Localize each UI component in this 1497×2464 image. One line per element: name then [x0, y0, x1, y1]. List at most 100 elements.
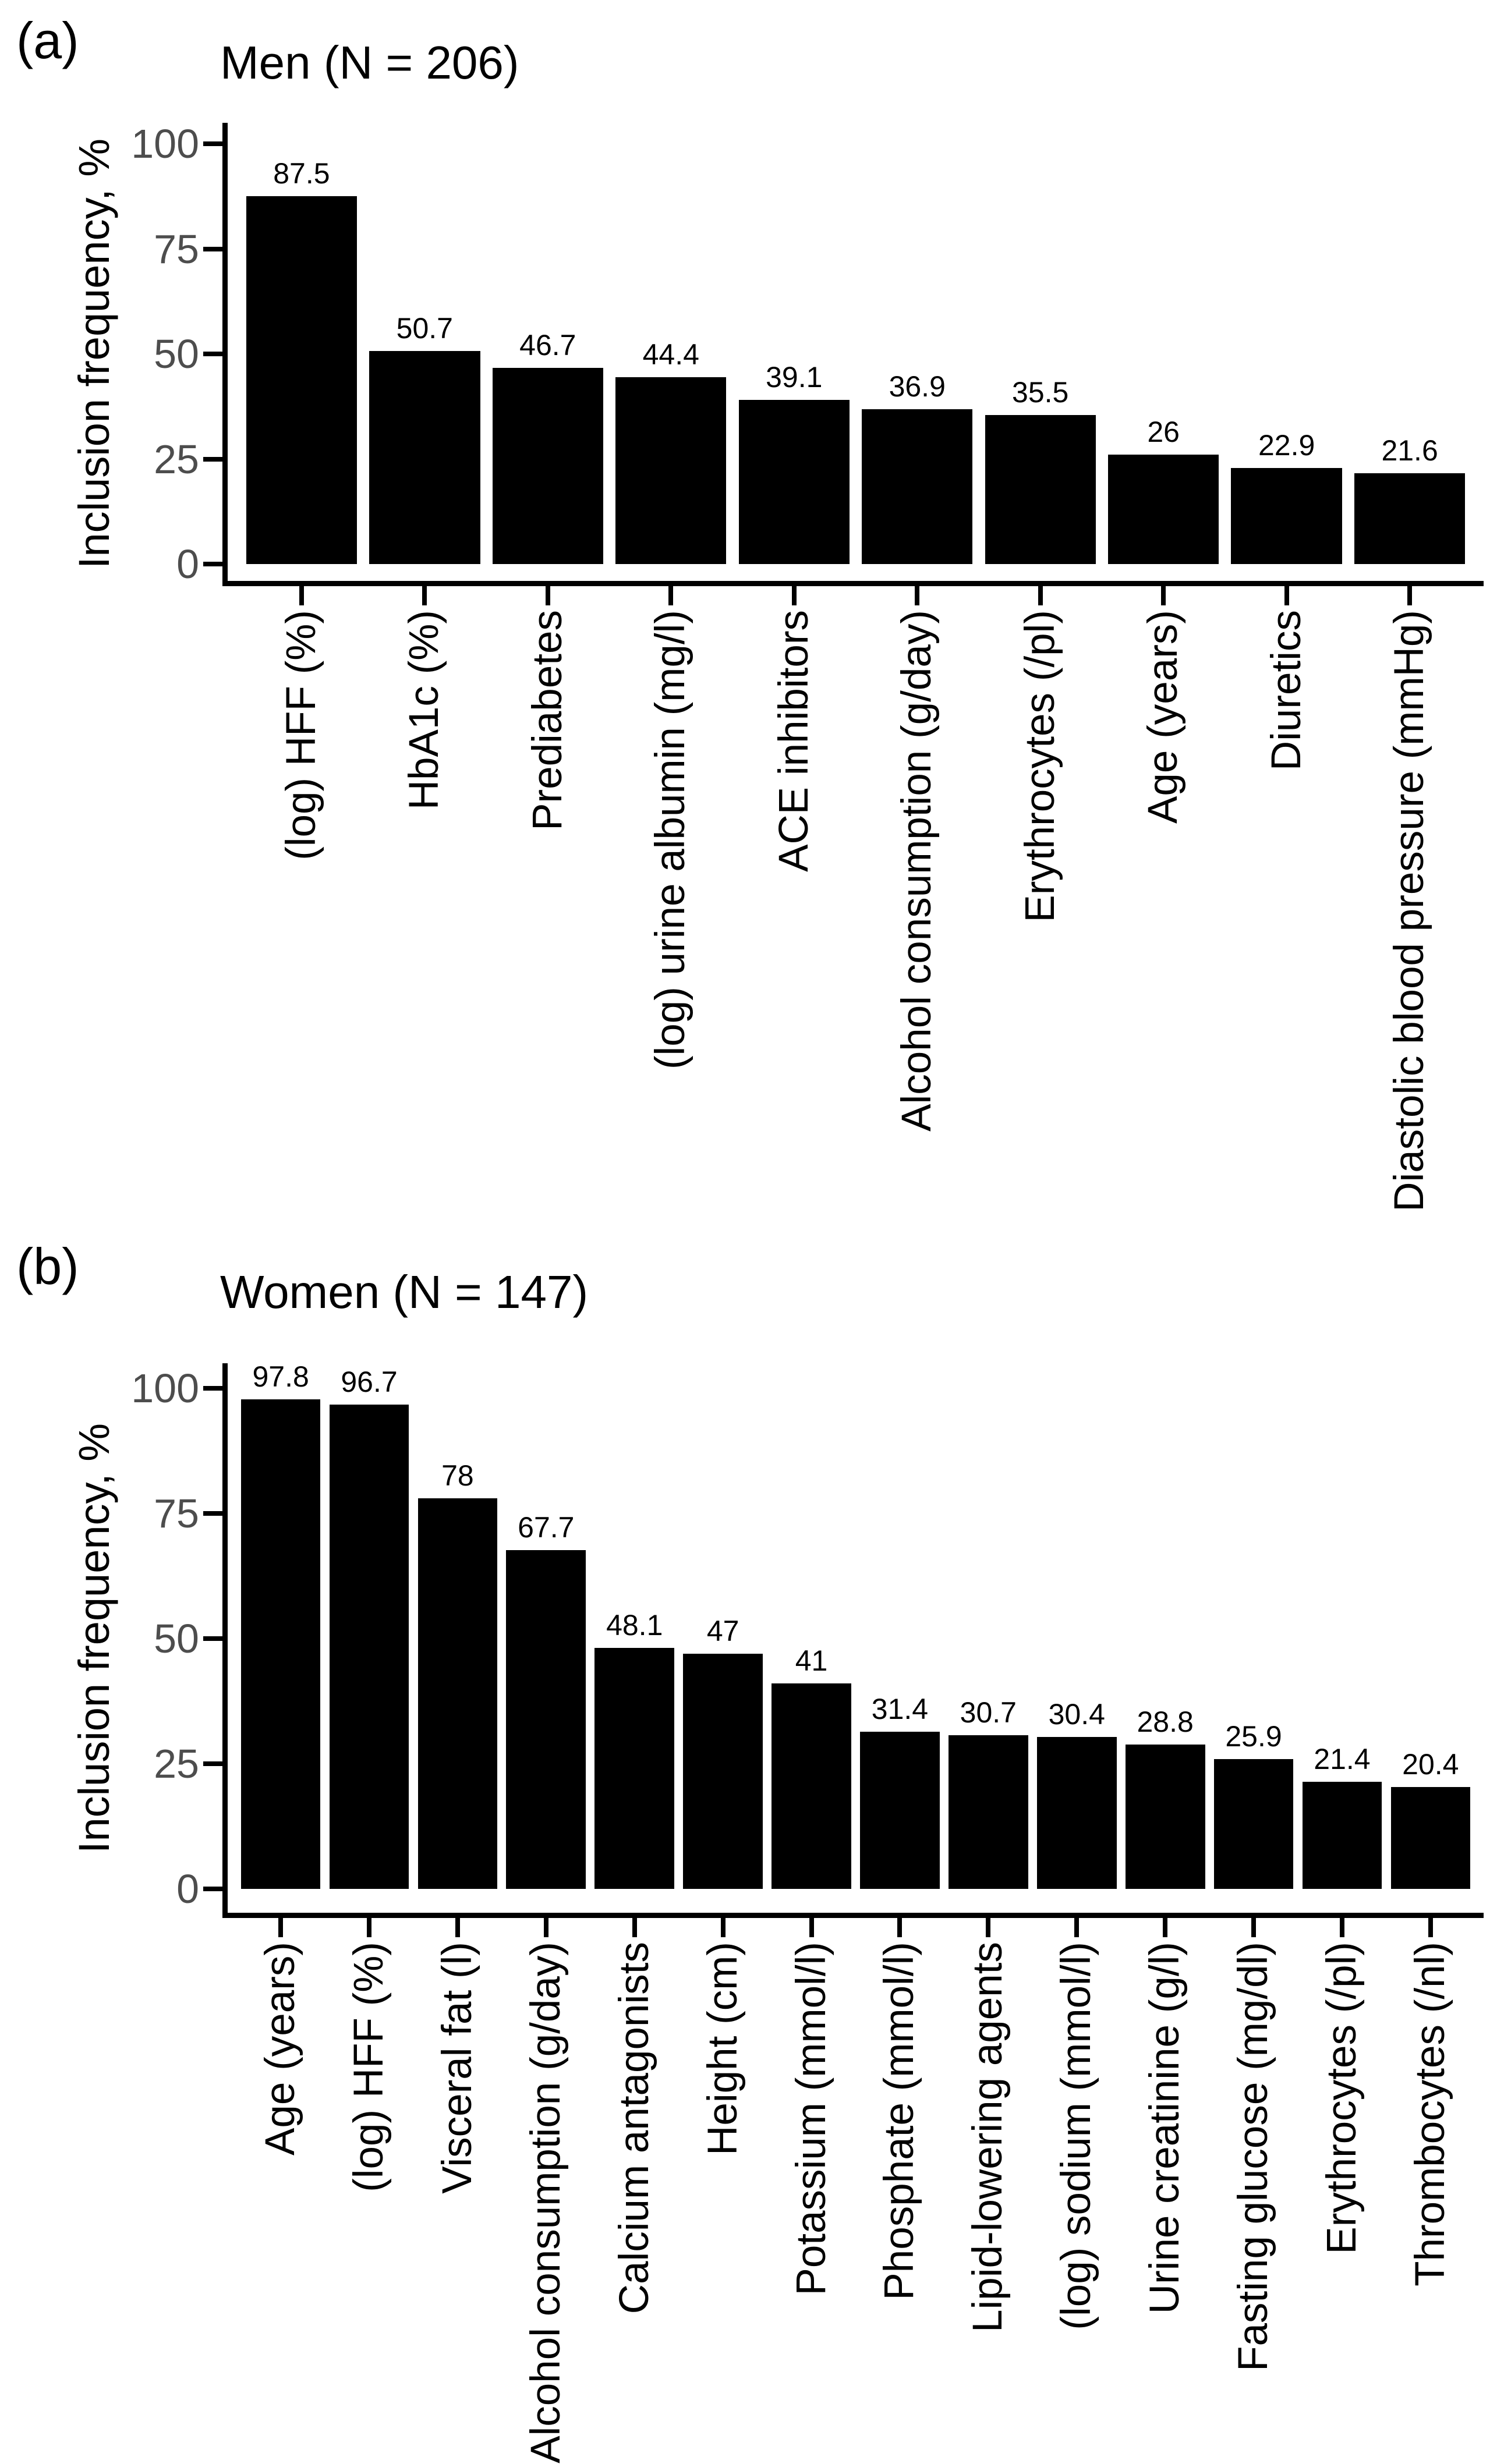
panel-a-y-axis-line [222, 123, 228, 586]
panel-b-x-axis-line [222, 1913, 1484, 1918]
panel-b-title: Women (N = 147) [220, 1266, 589, 1318]
panel-a-x-tick [545, 586, 550, 605]
panel-b-x-tick [1428, 1918, 1433, 1937]
panel-b-bar-value-label: 21.4 [1314, 1742, 1371, 1775]
panel-b-x-tick-label: Height (cm) [695, 1942, 751, 2155]
panel-a-x-tick [791, 586, 797, 605]
panel-a-bar [862, 409, 973, 564]
panel-b-x-tick [455, 1918, 460, 1937]
panel-a-bar [1108, 455, 1219, 564]
panel-b-x-tick-label-text: Erythrocytes (/pl) [1318, 1942, 1365, 2254]
panel-a-y-tick [203, 456, 222, 462]
panel-b-x-tick-label-text: Urine creatinine (g/l) [1142, 1942, 1188, 2314]
panel-b-bar [1036, 1736, 1117, 1889]
panel-b-x-tick [367, 1918, 372, 1937]
panel-b-bar-value-label: 97.8 [252, 1360, 309, 1393]
panel-a-bar-value-label: 46.7 [519, 328, 576, 361]
panel-a-x-tick [299, 586, 304, 605]
panel-b-x-tick-label: Potassium (mmol/l) [784, 1942, 840, 2296]
panel-a-bar [738, 399, 850, 564]
panel-b-x-tick-label-text: Phosphate (mmol/l) [876, 1942, 923, 2300]
panel-b-bar [1125, 1745, 1205, 1889]
panel-b-x-tick [1339, 1918, 1344, 1937]
panel-b-bar [1390, 1786, 1471, 1889]
panel-b-x-tick [1074, 1918, 1080, 1937]
panel-b-x-tick-label: (log) sodium (mmol/l) [1049, 1942, 1105, 2330]
panel-a-x-tick-label-text: ACE inhibitors [770, 610, 817, 872]
panel-a-x-tick-label-text: Diuretics [1263, 610, 1310, 771]
panel-a-x-tick [668, 586, 674, 605]
panel-b-x-tick-label-text: Height (cm) [699, 1942, 746, 2155]
panel-a-x-tick-label-text: Alcohol consumption (g/day) [894, 610, 940, 1132]
panel-a-bar [492, 367, 603, 564]
panel-a-x-tick-label: Diuretics [1259, 610, 1315, 771]
panel-a-letter: (a) [16, 12, 79, 69]
panel-b-bar [1213, 1759, 1294, 1889]
panel-a-x-tick [1161, 586, 1166, 605]
panel-b-bar-value-label: 25.9 [1225, 1720, 1282, 1753]
panel-b-x-tick-label-text: Lipid-lowering agents [965, 1942, 1011, 2332]
panel-b-x-tick-label-text: Fasting glucose (mg/dl) [1230, 1942, 1277, 2371]
panel-b-x-tick-label-text: Visceral fat (l) [434, 1942, 480, 2194]
panel-b-x-tick-label-text: Alcohol consumption (g/day) [522, 1942, 569, 2463]
panel-b-bar-value-label: 67.7 [518, 1511, 575, 1544]
panel-a-x-tick [1284, 586, 1289, 605]
panel-a-x-tick-label: (log) urine albumin (mg/l) [643, 610, 699, 1069]
panel-b-bar [771, 1683, 851, 1889]
panel-a-bar [985, 414, 1096, 564]
panel-a-x-tick-label: Age (years) [1135, 610, 1191, 824]
panel-a-bar-value-label: 50.7 [396, 311, 453, 345]
panel-b-bar [594, 1648, 675, 1889]
panel-b-bar-value-label: 78 [441, 1459, 474, 1492]
panel-a-x-tick-label: Erythrocytes (/pl) [1013, 610, 1068, 923]
panel-a-y-tick-label: 75 [154, 226, 199, 272]
panel-a-y-tick-label: 100 [131, 121, 199, 166]
panel-b-bar [860, 1731, 940, 1889]
panel-b-bar [506, 1550, 586, 1889]
panel-a-bar [615, 377, 727, 564]
panel-b-bar-value-label: 20.4 [1402, 1747, 1459, 1781]
panel-a-x-tick [1038, 586, 1043, 605]
panel-a-x-tick-label: HbA1c (%) [397, 610, 452, 810]
panel-b-bar-value-label: 30.7 [960, 1696, 1017, 1729]
panel-b-y-tick-label: 75 [154, 1491, 199, 1536]
panel-a-y-tick [203, 246, 222, 251]
panel-b-y-axis-line [222, 1363, 228, 1918]
panel-b-x-tick-label-text: (log) sodium (mmol/l) [1053, 1942, 1100, 2330]
panel-b-bar-value-label: 30.4 [1048, 1697, 1105, 1731]
panel-b-y-tick-label: 50 [154, 1616, 199, 1661]
panel-b-y-tick [203, 1511, 222, 1516]
panel-b-y-tick [203, 1636, 222, 1641]
panel-b-y-tick-label: 100 [131, 1366, 199, 1411]
panel-b-x-tick [986, 1918, 991, 1937]
panel-a-x-tick [1407, 586, 1413, 605]
panel-b-x-tick-label-text: (log) HFF (%) [346, 1942, 392, 2192]
panel-b-y-tick-label: 0 [176, 1866, 199, 1912]
panel-a-bar-value-label: 21.6 [1381, 434, 1438, 467]
panel-b-x-tick [720, 1918, 726, 1937]
panel-b-bar-value-label: 31.4 [871, 1692, 929, 1725]
panel-b-bar-value-label: 48.1 [606, 1609, 663, 1642]
panel-a-bar-value-label: 44.4 [642, 338, 699, 371]
panel-b-bar [683, 1653, 763, 1889]
panel-b-x-tick-label: Lipid-lowering agents [960, 1942, 1016, 2332]
panel-b-x-tick-label-text: Calcium antagonists [611, 1942, 657, 2314]
panel-a-x-axis-line [222, 581, 1484, 586]
panel-a-x-tick-label-text: (log) HFF (%) [278, 610, 324, 860]
panel-b-x-tick [1163, 1918, 1168, 1937]
panel-a-y-tick-label: 0 [176, 541, 199, 587]
panel-b-x-tick-label: Urine creatinine (g/l) [1137, 1942, 1193, 2314]
panel-b-x-tick-label: Visceral fat (l) [430, 1942, 486, 2194]
panel-b-bar [417, 1498, 498, 1889]
panel-b-x-tick-label-text: Age (years) [257, 1942, 304, 2155]
panel-b-bar-value-label: 41 [795, 1644, 828, 1678]
panel-a-y-tick [203, 562, 222, 566]
panel-a-y-tick [203, 352, 222, 356]
panel-b-y-tick [203, 1386, 222, 1391]
panel-b-x-tick-label-text: Potassium (mmol/l) [788, 1942, 834, 2296]
panel-a-x-tick [915, 586, 920, 605]
panel-b-x-tick-label: Calcium antagonists [607, 1942, 663, 2314]
panel-b-bar [329, 1405, 409, 1889]
panel-a-bar [369, 350, 480, 564]
panel-b-letter: (b) [16, 1238, 79, 1295]
